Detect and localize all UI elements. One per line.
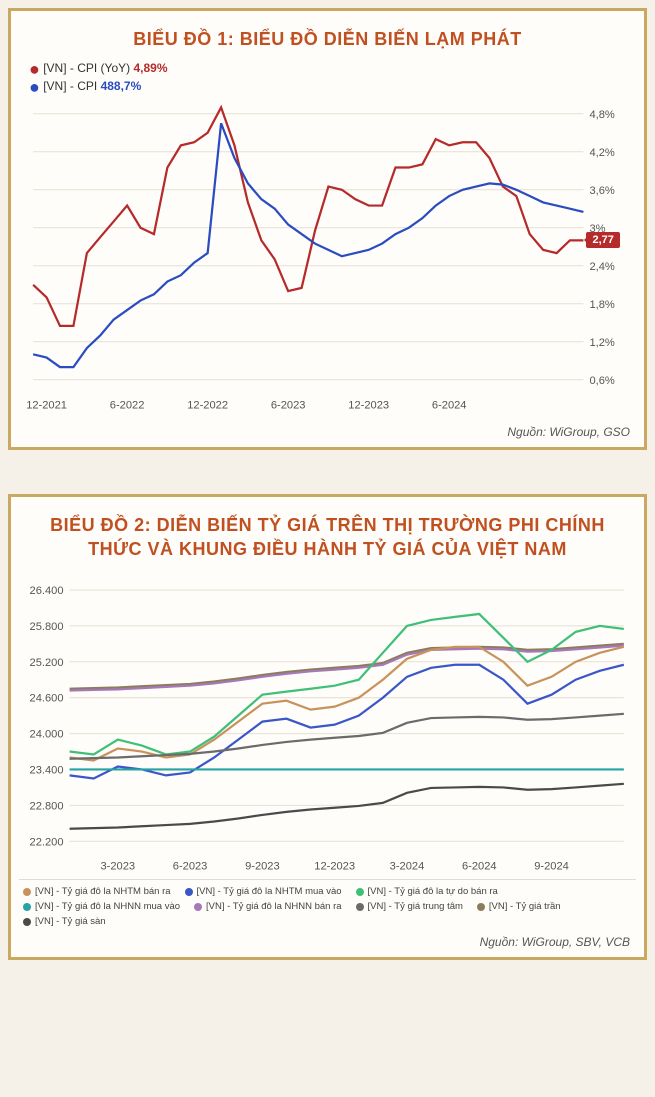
legend-item: [VN] - Tỷ giá đô la NHNN mua vào	[23, 901, 180, 912]
svg-text:6-2024: 6-2024	[462, 860, 497, 872]
legend-dot-red: ●	[29, 59, 40, 79]
legend-swatch	[185, 888, 193, 896]
chart2-source: Nguồn: WiGroup, SBV, VCB	[19, 935, 630, 949]
legend-item: [VN] - Tỷ giá đô la tự do bán ra	[356, 886, 498, 897]
legend-label: [VN] - Tỷ giá trung tâm	[368, 901, 463, 912]
svg-text:4,8%: 4,8%	[589, 109, 614, 121]
chart1-title: BIỂU ĐỒ 1: BIỂU ĐỒ DIỄN BIẾN LẠM PHÁT	[29, 27, 626, 51]
legend-value: 4,89%	[133, 61, 167, 75]
svg-text:12-2023: 12-2023	[314, 860, 355, 872]
legend-label: [VN] - Tỷ giá đô la NHTM bán ra	[35, 886, 171, 897]
legend-label: [VN] - Tỷ giá đô la NHNN mua vào	[35, 901, 180, 912]
svg-text:24.000: 24.000	[30, 728, 64, 740]
legend-item: [VN] - Tỷ giá đô la NHTM mua vào	[185, 886, 342, 897]
chart1-callout: 2,77	[586, 232, 619, 248]
svg-text:0,6%: 0,6%	[589, 375, 614, 387]
legend-item: [VN] - Tỷ giá đô la NHTM bán ra	[23, 886, 171, 897]
svg-text:25.200: 25.200	[30, 656, 64, 668]
chart1-source: Nguồn: WiGroup, GSO	[19, 425, 630, 439]
chart1-legend: ● [VN] - CPI (YoY) 4,89% ● [VN] - CPI 48…	[19, 61, 636, 93]
svg-text:22.200: 22.200	[30, 836, 64, 848]
svg-text:6-2023: 6-2023	[271, 400, 306, 412]
legend-label: [VN] - Tỷ giá đô la NHNN bán ra	[206, 901, 342, 912]
legend-swatch	[356, 903, 364, 911]
svg-text:1,2%: 1,2%	[589, 337, 614, 349]
svg-text:22.800: 22.800	[30, 800, 64, 812]
legend-item: [VN] - Tỷ giá trần	[477, 901, 561, 912]
legend-label: [VN] - Tỷ giá đô la tự do bán ra	[368, 886, 498, 897]
svg-text:4,2%: 4,2%	[589, 147, 614, 159]
legend-swatch	[23, 918, 31, 926]
legend-swatch	[356, 888, 364, 896]
legend-item: [VN] - Tỷ giá đô la NHNN bán ra	[194, 901, 342, 912]
svg-text:3-2024: 3-2024	[390, 860, 425, 872]
legend-item: [VN] - Tỷ giá trung tâm	[356, 901, 463, 912]
chart2-title: BIỂU ĐỒ 2: DIỄN BIẾN TỶ GIÁ TRÊN THỊ TRƯ…	[29, 513, 626, 562]
svg-text:12-2021: 12-2021	[26, 400, 67, 412]
chart1-plot: 0,6%1,2%1,8%2,4%3%3,6%4,2%4,8%12-20216-2…	[19, 95, 636, 419]
svg-text:6-2022: 6-2022	[110, 400, 145, 412]
legend-swatch	[23, 903, 31, 911]
svg-text:12-2022: 12-2022	[187, 400, 228, 412]
chart2-legend: [VN] - Tỷ giá đô la NHTM bán ra [VN] - Tỷ…	[19, 879, 636, 929]
legend-value: 488,7%	[101, 79, 142, 93]
svg-text:12-2023: 12-2023	[348, 400, 389, 412]
svg-text:6-2023: 6-2023	[173, 860, 208, 872]
svg-text:26.400: 26.400	[30, 585, 64, 597]
chart2-plot: 22.200 22.800 23.400 24.000 24.600 25.200 25.8…	[19, 572, 636, 875]
svg-text:3,6%: 3,6%	[589, 185, 614, 197]
chart1-card: BIỂU ĐỒ 1: BIỂU ĐỒ DIỄN BIẾN LẠM PHÁT ● …	[8, 8, 647, 450]
legend-label: [VN] - Tỷ giá đô la NHTM mua vào	[197, 886, 342, 897]
legend-label: [VN] - CPI (YoY)	[43, 61, 130, 75]
svg-text:24.600: 24.600	[30, 692, 64, 704]
legend-swatch	[23, 888, 31, 896]
svg-text:9-2023: 9-2023	[245, 860, 280, 872]
legend-item: [VN] - Tỷ giá sàn	[23, 916, 106, 927]
svg-text:2,4%: 2,4%	[589, 261, 614, 273]
svg-text:9-2024: 9-2024	[534, 860, 569, 872]
svg-text:3-2023: 3-2023	[100, 860, 135, 872]
legend-swatch	[477, 903, 485, 911]
svg-text:1,8%: 1,8%	[589, 299, 614, 311]
legend-swatch	[194, 903, 202, 911]
svg-text:23.400: 23.400	[30, 764, 64, 776]
svg-text:25.800: 25.800	[30, 621, 64, 633]
legend-dot-blue: ●	[29, 77, 40, 97]
svg-text:6-2024: 6-2024	[432, 400, 467, 412]
chart2-card: BIỂU ĐỒ 2: DIỄN BIẾN TỶ GIÁ TRÊN THỊ TRƯ…	[8, 494, 647, 960]
legend-label: [VN] - Tỷ giá sàn	[35, 916, 106, 927]
legend-label: [VN] - CPI	[43, 79, 97, 93]
legend-label: [VN] - Tỷ giá trần	[489, 901, 561, 912]
